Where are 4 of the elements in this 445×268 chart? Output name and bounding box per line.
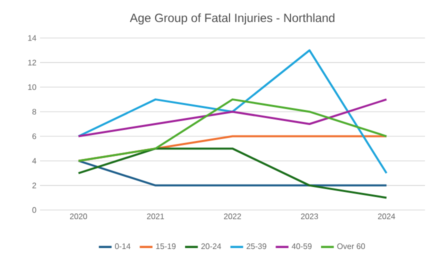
chart-title: Age Group of Fatal Injuries - Northland xyxy=(130,13,334,25)
line-series xyxy=(78,98,388,162)
line-series xyxy=(78,148,388,199)
line-series xyxy=(78,49,388,174)
